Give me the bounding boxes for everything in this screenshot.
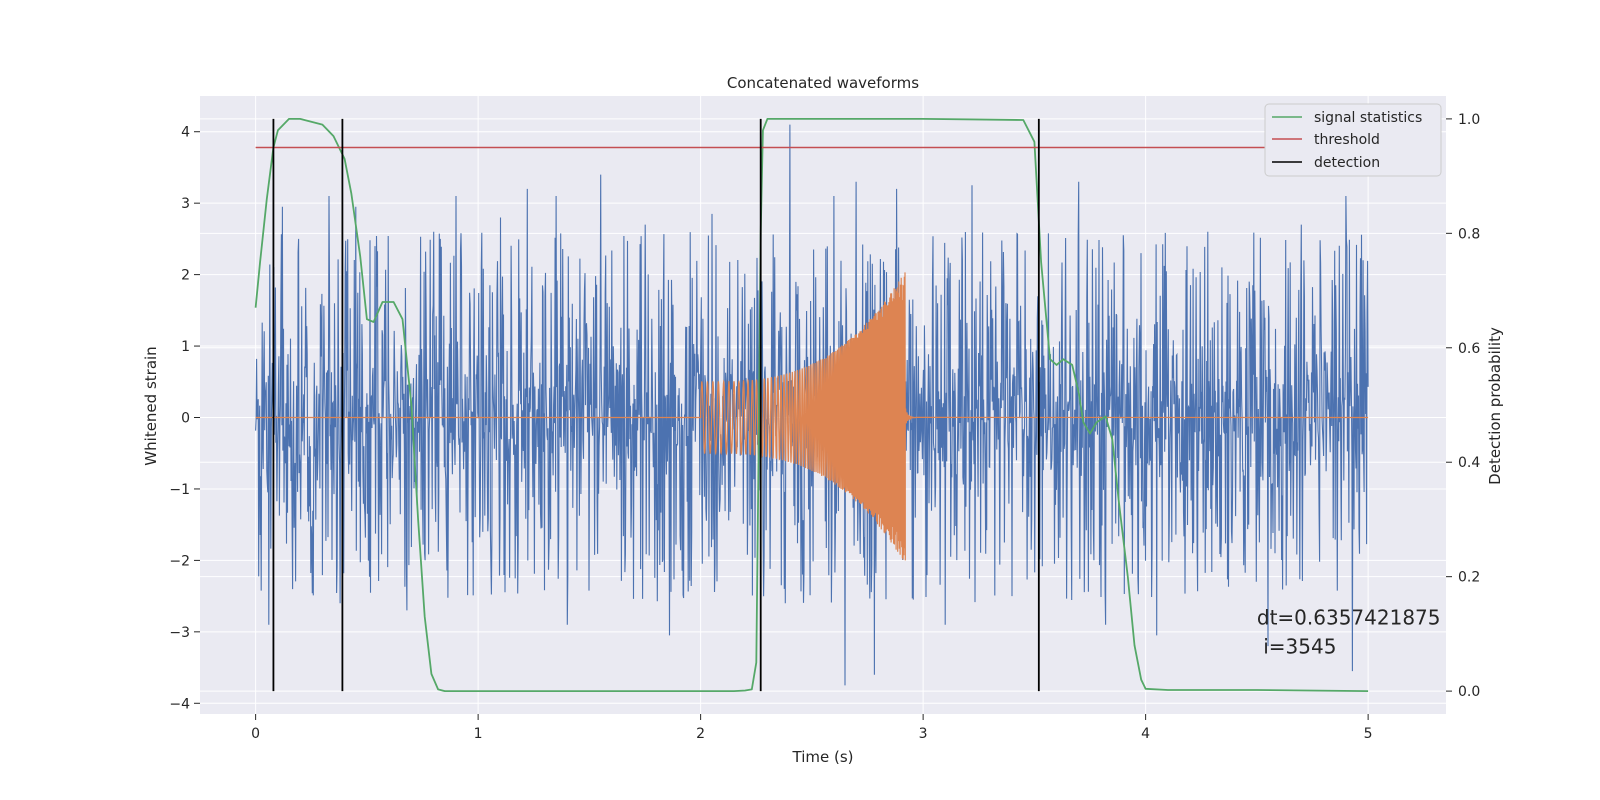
x-tick-label-2: 2 — [696, 726, 705, 742]
y2-tick-label-2: 0.6 — [1458, 341, 1480, 357]
y-tick-label-2: 2 — [181, 268, 190, 284]
legend-label-threshold: threshold — [1314, 132, 1380, 148]
annotation-dt: dt=0.6357421875 — [1257, 606, 1441, 630]
x-tick-label-1: 1 — [474, 726, 483, 742]
legend-label-signal-statistics: signal statistics — [1314, 110, 1422, 126]
x-axis: 0 1 2 3 4 5 — [251, 714, 1373, 742]
y2-axis-label: Detection probability — [1486, 327, 1504, 485]
y2-tick-label-1: 0.8 — [1458, 226, 1480, 242]
legend-label-detection: detection — [1314, 155, 1380, 171]
legend-box — [1264, 103, 1442, 177]
y-tick-label-6: −2 — [169, 553, 190, 569]
detection-series — [272, 118, 1040, 692]
y-axis-label: Whitened strain — [142, 346, 160, 465]
injected-signal-series — [255, 272, 1369, 561]
injected-signal-line — [255, 272, 1369, 561]
y-axis-left: 4 3 2 1 0 −1 −2 −3 −4 — [169, 125, 200, 712]
y2-tick-label-5: 0.0 — [1458, 684, 1480, 700]
y-tick-label-7: −3 — [169, 625, 190, 641]
annotation-i: i=3545 — [1257, 634, 1337, 658]
signal-statistics-series — [254, 118, 1369, 692]
legend: signal statistics threshold detection — [1264, 103, 1442, 177]
x-tick-label-0: 0 — [251, 726, 260, 742]
y2-tick-label-3: 0.4 — [1458, 455, 1480, 471]
x-tick-label-4: 4 — [1141, 726, 1150, 742]
x-axis-label: Time (s) — [792, 748, 854, 766]
y2-tick-label-0: 1.0 — [1458, 112, 1480, 128]
chart-title: Concatenated waveforms — [727, 74, 919, 92]
y-tick-label-8: −4 — [169, 696, 190, 712]
y2-tick-label-4: 0.2 — [1458, 570, 1480, 586]
signal-statistics-line — [254, 118, 1369, 692]
y-tick-label-1: 3 — [181, 196, 190, 212]
y-tick-label-4: 0 — [181, 411, 190, 427]
x-tick-label-5: 5 — [1364, 726, 1373, 742]
annotations: dt=0.6357421875 i=3545 — [1257, 606, 1441, 659]
y-tick-label-3: 1 — [181, 339, 190, 355]
x-tick-label-3: 3 — [919, 726, 928, 742]
y-axis-right: 1.0 0.8 0.6 0.4 0.2 0.0 — [1446, 112, 1480, 700]
y-tick-label-5: −1 — [169, 482, 190, 498]
y-tick-label-0: 4 — [181, 125, 190, 141]
